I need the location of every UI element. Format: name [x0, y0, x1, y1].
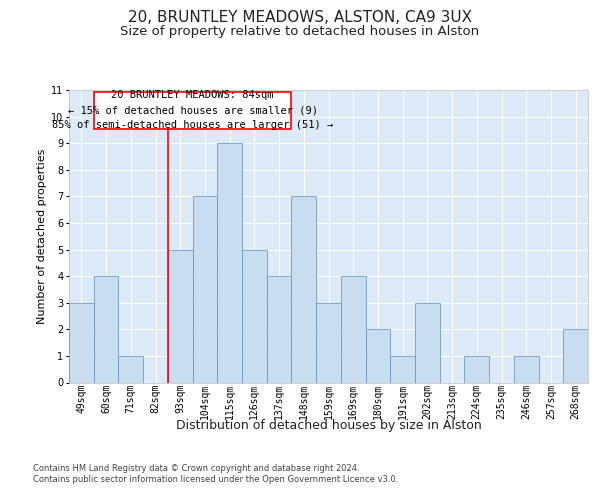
Y-axis label: Number of detached properties: Number of detached properties	[37, 148, 47, 324]
Bar	[415, 302, 440, 382]
Text: 20 BRUNTLEY MEADOWS: 84sqm
← 15% of detached houses are smaller (9)
85% of semi-: 20 BRUNTLEY MEADOWS: 84sqm ← 15% of deta…	[52, 90, 333, 130]
Bar	[217, 143, 242, 382]
Bar	[94, 276, 118, 382]
Bar	[514, 356, 539, 382]
Text: Size of property relative to detached houses in Alston: Size of property relative to detached ho…	[121, 25, 479, 38]
Bar	[242, 250, 267, 382]
Bar	[316, 302, 341, 382]
Bar	[464, 356, 489, 382]
Text: Distribution of detached houses by size in Alston: Distribution of detached houses by size …	[176, 419, 482, 432]
Bar	[267, 276, 292, 382]
Bar	[94, 92, 292, 128]
Bar	[390, 356, 415, 382]
Bar	[563, 330, 588, 382]
Bar	[193, 196, 217, 382]
Bar	[365, 330, 390, 382]
Bar	[292, 196, 316, 382]
Bar	[69, 302, 94, 382]
Bar	[168, 250, 193, 382]
Text: Contains public sector information licensed under the Open Government Licence v3: Contains public sector information licen…	[33, 475, 398, 484]
Text: Contains HM Land Registry data © Crown copyright and database right 2024.: Contains HM Land Registry data © Crown c…	[33, 464, 359, 473]
Bar	[118, 356, 143, 382]
Bar	[341, 276, 365, 382]
Text: 20, BRUNTLEY MEADOWS, ALSTON, CA9 3UX: 20, BRUNTLEY MEADOWS, ALSTON, CA9 3UX	[128, 10, 472, 25]
